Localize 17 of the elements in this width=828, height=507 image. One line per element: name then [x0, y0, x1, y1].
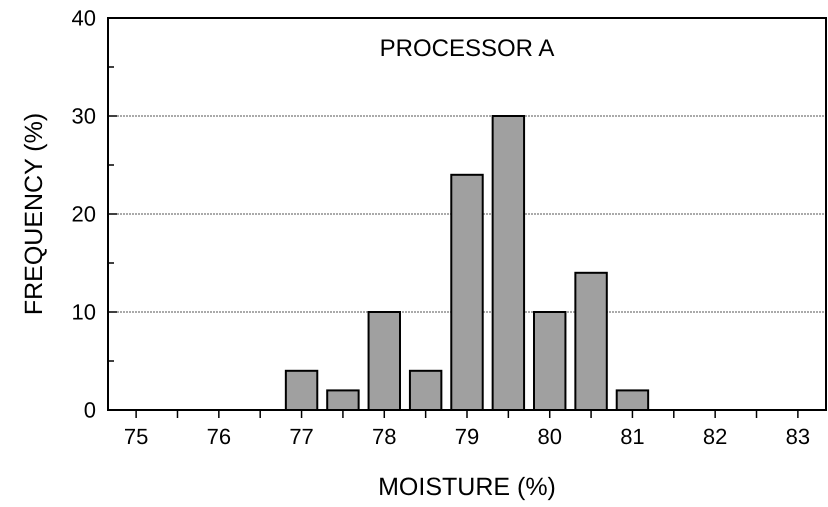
x-tick-label: 78 [372, 424, 397, 449]
y-axis-title: FREQUENCY (%) [20, 112, 48, 316]
y-tick-label: 20 [72, 202, 96, 227]
y-tick-label: 10 [72, 300, 96, 325]
x-axis-title: MOISTURE (%) [378, 473, 556, 501]
y-tick-label: 30 [72, 104, 96, 129]
x-tick-label: 81 [620, 424, 645, 449]
x-tick-label: 80 [537, 424, 562, 449]
x-tick-label: 79 [454, 424, 480, 449]
x-tick-label: 83 [786, 424, 810, 449]
x-tick-label: 75 [124, 424, 148, 449]
text: PROCESSOR A [380, 35, 554, 62]
x-tick-label: 77 [289, 424, 314, 449]
x-tick-label: 76 [206, 424, 232, 449]
y-tick-label: 40 [72, 6, 96, 31]
x-tick-label: 82 [702, 424, 728, 449]
y-tick-label: 0 [84, 398, 96, 423]
